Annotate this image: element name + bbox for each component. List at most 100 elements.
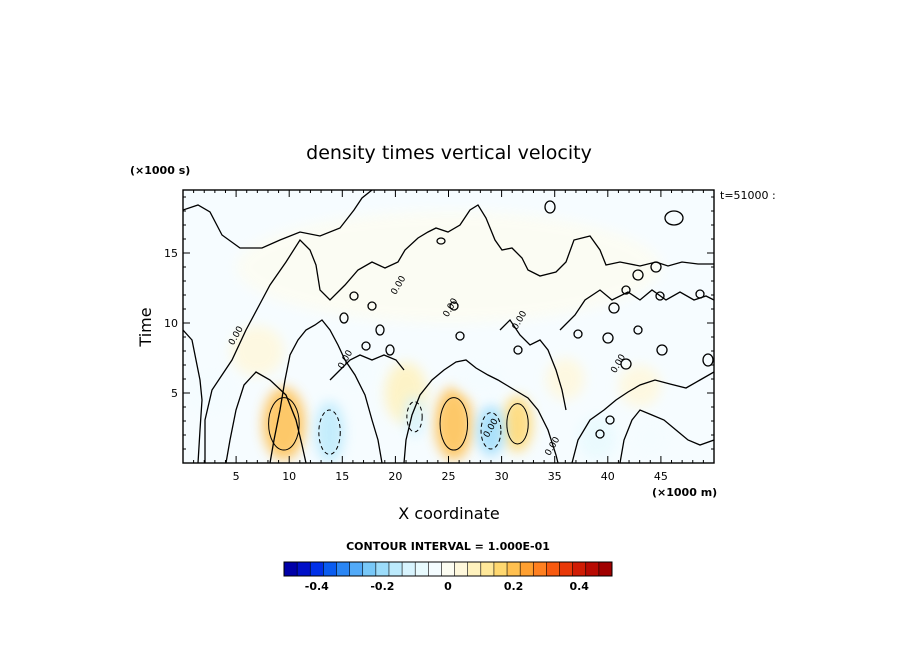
small-contour bbox=[621, 285, 631, 295]
zero-contour bbox=[403, 359, 559, 463]
positive-contour bbox=[439, 397, 469, 451]
colorbar-swatch bbox=[598, 562, 613, 576]
zero-contour bbox=[499, 318, 567, 411]
small-contour bbox=[655, 291, 665, 301]
positive-region bbox=[618, 365, 661, 407]
negative-contour bbox=[480, 412, 502, 450]
small-contour bbox=[367, 301, 377, 311]
minor-ticks bbox=[183, 190, 714, 463]
x-tick-label: 10 bbox=[282, 470, 296, 483]
colorbar-swatches bbox=[284, 562, 613, 576]
feature-contours bbox=[268, 397, 529, 455]
x-tick-label: 20 bbox=[388, 470, 402, 483]
zero-contour bbox=[559, 289, 714, 331]
zero-contour bbox=[225, 371, 307, 463]
colorbar-swatch bbox=[507, 562, 521, 576]
small-contour bbox=[650, 261, 662, 273]
colorbar-swatch bbox=[559, 562, 574, 576]
small-contour bbox=[656, 344, 668, 356]
positive-region bbox=[546, 358, 585, 400]
colorbar-swatch bbox=[572, 562, 587, 576]
small-contour bbox=[602, 332, 614, 344]
negative-region bbox=[631, 418, 670, 458]
y-unit-label: (×1000 s) bbox=[130, 164, 190, 177]
small-contour bbox=[573, 329, 583, 339]
small-contour bbox=[513, 345, 523, 355]
plot-area: 0.000.000.000.000.000.000.000.00 bbox=[182, 189, 715, 464]
zero-contour bbox=[204, 204, 714, 463]
colorbar-swatch bbox=[454, 562, 469, 576]
x-axis: 5 10 15 20 25 30 35 40 45 bbox=[233, 190, 668, 483]
colorbar-swatch bbox=[480, 562, 495, 576]
colorbar-swatch bbox=[520, 562, 534, 576]
x-tick-label: 25 bbox=[442, 470, 456, 483]
y-axis-label: Time bbox=[136, 307, 155, 347]
colorbar-tick-label: 0 bbox=[444, 580, 452, 593]
y-tick-label: 10 bbox=[164, 317, 178, 330]
small-contour bbox=[664, 210, 684, 226]
x-tick-label: 5 bbox=[233, 470, 240, 483]
y-tick-label: 5 bbox=[171, 387, 178, 400]
colorbar-swatch bbox=[533, 562, 547, 576]
colorbar-frame bbox=[283, 561, 613, 577]
small-contour bbox=[375, 324, 385, 336]
small-contour bbox=[695, 289, 705, 299]
y-tick-label: 15 bbox=[164, 247, 178, 260]
colorbar-swatch bbox=[585, 562, 600, 576]
small-contour bbox=[608, 302, 620, 314]
colorbar-tick-label: 0.4 bbox=[569, 580, 589, 593]
zero-contour bbox=[329, 354, 405, 381]
x-tick-label: 40 bbox=[601, 470, 615, 483]
colorbar-swatch bbox=[415, 562, 429, 576]
colorbar-swatch bbox=[388, 562, 403, 576]
negative-region bbox=[578, 415, 617, 461]
negative-region bbox=[453, 362, 507, 396]
positive-region bbox=[230, 325, 284, 377]
colorbar: CONTOUR INTERVAL = 1.000E-01 -0.4 -0.2 0 0.… bbox=[283, 540, 613, 593]
colorbar-swatch bbox=[441, 562, 456, 576]
colorbar-swatch bbox=[402, 562, 416, 576]
colorbar-swatch bbox=[467, 562, 482, 576]
x-tick-label: 35 bbox=[548, 470, 562, 483]
small-contour bbox=[633, 325, 643, 335]
colorbar-swatch bbox=[310, 562, 324, 576]
negative-region bbox=[236, 211, 661, 323]
small-contour bbox=[436, 237, 446, 245]
small-contour bbox=[385, 344, 395, 356]
x-tick-label: 30 bbox=[495, 470, 509, 483]
colorbar-swatch bbox=[375, 562, 390, 576]
colorbar-swatch bbox=[284, 562, 298, 576]
colorbar-swatch bbox=[323, 562, 337, 576]
zero-contour bbox=[183, 190, 373, 249]
small-contour bbox=[632, 269, 644, 281]
negative-contour bbox=[318, 409, 341, 455]
small-contour bbox=[455, 331, 465, 341]
positive-contour bbox=[506, 403, 529, 445]
x-unit-label: (×1000 m) bbox=[652, 486, 717, 499]
x-tick-label: 15 bbox=[335, 470, 349, 483]
zero-contour bbox=[619, 409, 714, 463]
x-tick-label: 45 bbox=[654, 470, 668, 483]
small-contour bbox=[620, 358, 632, 370]
colorbar-swatch bbox=[493, 562, 508, 576]
colorbar-swatch bbox=[297, 562, 311, 576]
colorbar-swatch bbox=[362, 562, 377, 576]
small-contour bbox=[595, 429, 605, 439]
colorbar-swatch bbox=[546, 562, 561, 576]
zero-contour bbox=[269, 319, 383, 463]
y-axis: 5 10 15 bbox=[164, 247, 714, 400]
corner-label: t=51000 : bbox=[720, 189, 776, 202]
small-contour bbox=[702, 353, 714, 367]
colorbar-swatch bbox=[428, 562, 442, 576]
colorbar-swatch bbox=[336, 562, 351, 576]
negative-region bbox=[183, 372, 237, 414]
positive-contour bbox=[268, 397, 300, 451]
small-contour bbox=[544, 200, 556, 214]
zero-contour bbox=[571, 371, 714, 463]
small-contour bbox=[361, 341, 371, 351]
chart-title: density times vertical velocity bbox=[306, 142, 592, 164]
x-axis-label: X coordinate bbox=[398, 504, 499, 523]
contour-interval-label: CONTOUR INTERVAL = 1.000E-01 bbox=[346, 540, 550, 553]
small-contour bbox=[349, 291, 359, 301]
colorbar-ticks: -0.4 -0.2 0 0.2 0.4 bbox=[305, 580, 590, 593]
